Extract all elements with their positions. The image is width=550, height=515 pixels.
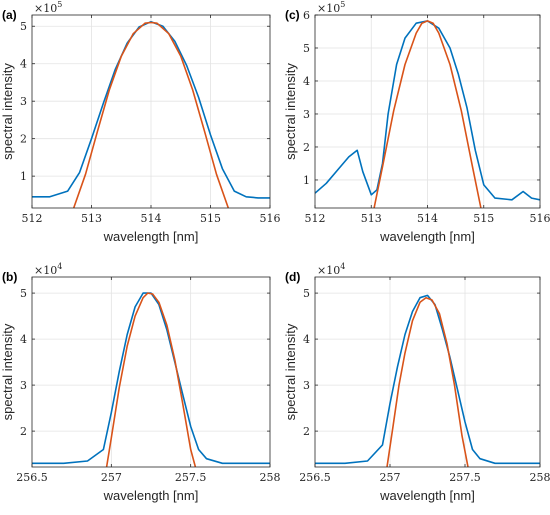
y-tick-label: 5 [20, 20, 27, 33]
chart-panel: 512 513 514 515 516 1 2 3 4 5 6 wavelength [nm] spec… [283, 0, 550, 244]
x-tick-label: 258 [260, 471, 281, 484]
x-tick-label: 256.5 [299, 471, 331, 484]
fit-curve-line [386, 296, 469, 467]
x-tick-label: 515 [473, 212, 494, 225]
y-tick-label: 1 [20, 170, 27, 183]
y-tick-label: 5 [20, 287, 27, 300]
y-tick-label: 1 [303, 174, 310, 187]
plot-area [32, 277, 270, 467]
measured-spectrum-line [315, 20, 540, 201]
x-tick-label: 512 [305, 212, 326, 225]
y-axis-title: spectral intensity [0, 63, 15, 160]
y-axis-title: spectral intensity [0, 323, 15, 420]
panel-label: (d) [285, 270, 300, 284]
panel-label: (a) [2, 8, 17, 22]
axis-exponent: ×105 [317, 0, 345, 15]
fit-curve-line [105, 292, 197, 467]
y-tick-label: 4 [303, 75, 310, 88]
x-axis-title: wavelength [nm] [379, 488, 475, 503]
axis-exponent: ×104 [34, 262, 62, 277]
x-tick-label: 513 [361, 212, 382, 225]
y-tick-label: 2 [303, 425, 310, 438]
x-tick-label: 514 [141, 212, 162, 225]
x-tick-label: 513 [81, 212, 102, 225]
y-tick-label: 6 [303, 9, 310, 22]
axis-exponent: ×104 [317, 262, 345, 277]
x-axis-title: wavelength [nm] [379, 229, 475, 244]
y-axis-title: spectral intensity [283, 63, 298, 160]
fit-curve-line [72, 21, 230, 208]
y-tick-label: 5 [303, 287, 310, 300]
y-tick-label: 3 [303, 379, 310, 392]
x-axis-title: wavelength [nm] [103, 229, 199, 244]
x-tick-label: 256.5 [16, 471, 48, 484]
x-tick-label: 514 [417, 212, 438, 225]
y-tick-label: 2 [303, 141, 310, 154]
fit-curve-line [373, 20, 482, 208]
x-tick-label: 257 [101, 471, 122, 484]
panel-label: (c) [285, 8, 300, 22]
y-tick-label: 2 [20, 425, 27, 438]
y-tick-label: 3 [303, 108, 310, 121]
axes-frame [31, 276, 271, 468]
x-tick-label: 516 [260, 212, 281, 225]
y-tick-label: 3 [20, 95, 27, 108]
axis-exponent: ×105 [34, 0, 62, 15]
y-tick-label: 2 [20, 133, 27, 146]
axes-frame [314, 276, 541, 468]
y-tick-label: 3 [20, 379, 27, 392]
y-tick-label: 4 [303, 333, 310, 346]
x-tick-label: 257.5 [449, 471, 481, 484]
panel-label: (b) [2, 270, 17, 284]
x-tick-label: 258 [530, 471, 550, 484]
chart-panel: 512 513 514 515 516 1 2 3 4 5 wavelength [nm] spect… [0, 0, 281, 244]
x-axis-title: wavelength [nm] [103, 488, 199, 503]
chart-panel: 256.5 257 257.5 258 2 3 4 5 wavelength [nm] spect… [0, 262, 281, 503]
x-tick-label: 512 [22, 212, 43, 225]
y-tick-label: 4 [20, 58, 27, 71]
measured-spectrum-line [32, 292, 270, 465]
x-tick-label: 257 [380, 471, 401, 484]
x-tick-label: 515 [200, 212, 221, 225]
x-tick-label: 257.5 [175, 471, 207, 484]
plot-area [315, 277, 540, 467]
chart-panel: 256.5 257 257.5 258 2 3 4 5 wavelength [nm] spect… [283, 262, 550, 503]
y-axis-title: spectral intensity [283, 323, 298, 420]
y-tick-label: 5 [303, 42, 310, 55]
y-tick-label: 4 [20, 333, 27, 346]
x-tick-label: 516 [530, 212, 550, 225]
